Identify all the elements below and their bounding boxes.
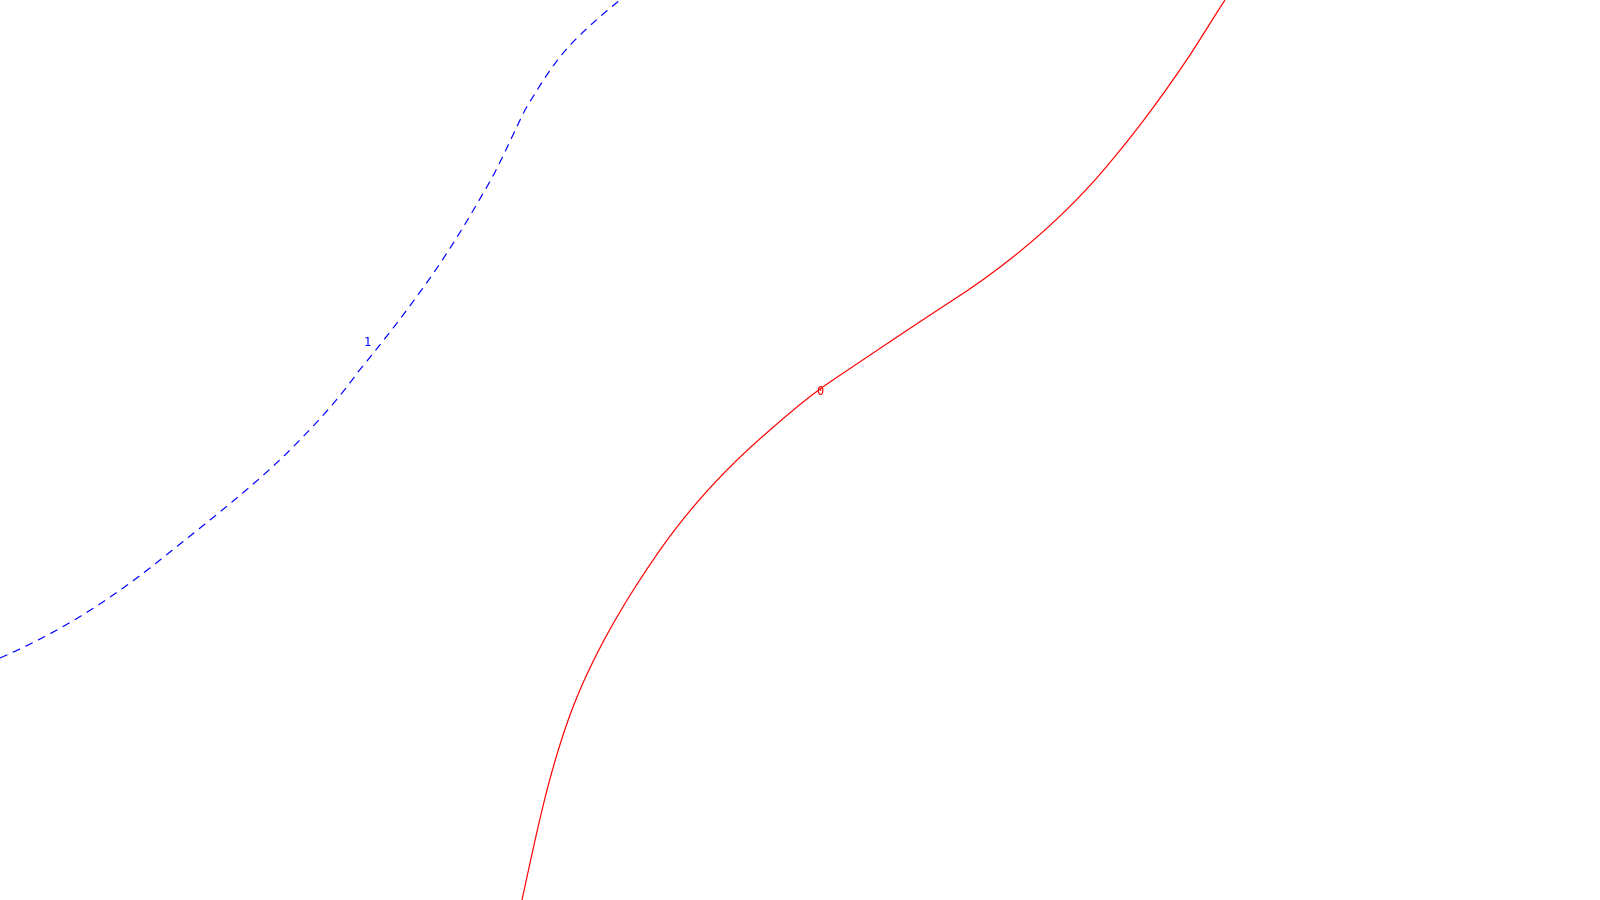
contour-label-0: 0 <box>817 384 824 398</box>
contour-line-0 <box>521 0 1226 900</box>
contour-line-1 <box>0 0 621 659</box>
contour-label-1: 1 <box>364 335 371 349</box>
